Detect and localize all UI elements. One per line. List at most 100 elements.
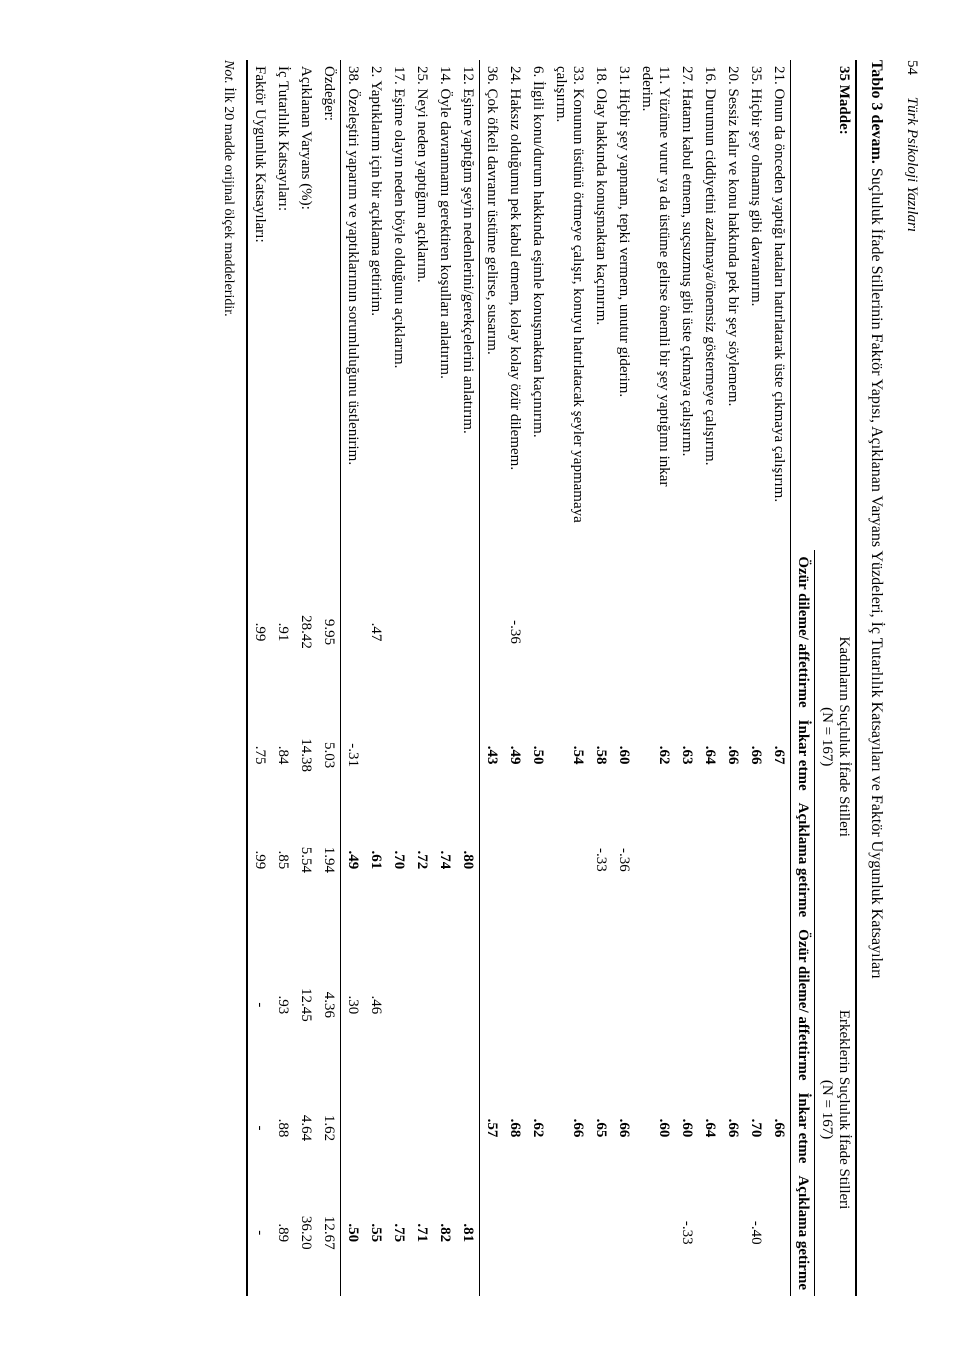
item-text: 25. Neyi neden yaptığımı açıklarım. bbox=[410, 60, 433, 550]
group-men-header: Erkeklerin Suçluluk İfade Stilleri (N = … bbox=[815, 923, 857, 1296]
col-explain-w: Açıklama getirme bbox=[791, 797, 815, 924]
cell-value bbox=[698, 923, 721, 1086]
cell-value: .49 bbox=[341, 797, 365, 924]
caption-text: Suçluluk İfade Stillerinin Faktör Yapısı… bbox=[868, 168, 885, 979]
cell-value: .80 bbox=[456, 797, 480, 924]
cell-value bbox=[433, 1086, 456, 1169]
cell-value: .70 bbox=[744, 1086, 767, 1169]
cell-value: .82 bbox=[433, 1169, 456, 1296]
cell-value bbox=[767, 797, 791, 924]
page-number: 54 bbox=[903, 60, 920, 75]
cell-value: .99 bbox=[247, 797, 271, 924]
item-text: 21. Onun da önceden yaptığı hataları hat… bbox=[767, 60, 791, 550]
cell-value bbox=[635, 797, 675, 924]
cell-value bbox=[480, 1169, 504, 1296]
cell-value: .66 bbox=[721, 1086, 744, 1169]
table-note: Not. İlk 20 madde orijinal ölçek maddele… bbox=[220, 60, 236, 1296]
cell-value: .57 bbox=[480, 1086, 504, 1169]
cell-value bbox=[526, 1169, 549, 1296]
cell-value: .75 bbox=[387, 1169, 410, 1296]
cell-value bbox=[767, 550, 791, 713]
cell-value: -.33 bbox=[675, 1169, 698, 1296]
cell-value: -.40 bbox=[744, 1169, 767, 1296]
cell-value: .84 bbox=[271, 714, 294, 797]
cell-value bbox=[387, 550, 410, 713]
cell-value bbox=[612, 923, 635, 1086]
item-text: Açıklanan Varyans (%): bbox=[294, 60, 317, 550]
cell-value bbox=[410, 1086, 433, 1169]
cell-value bbox=[387, 714, 410, 797]
item-text: 2. Yaptıklarım için bir açıklama getirir… bbox=[364, 60, 387, 550]
cell-value: .64 bbox=[698, 1086, 721, 1169]
cell-value bbox=[341, 550, 365, 713]
cell-value: .66 bbox=[767, 1086, 791, 1169]
item-text: Özdeğer: bbox=[317, 60, 341, 550]
note-text: İlk 20 madde orijinal ölçek maddeleridir… bbox=[221, 87, 236, 316]
cell-value: 1.94 bbox=[317, 797, 341, 924]
note-label: Not. bbox=[221, 60, 236, 84]
cell-value bbox=[410, 923, 433, 1086]
col-denial-w: İnkar etme bbox=[791, 714, 815, 797]
cell-value bbox=[721, 1169, 744, 1296]
cell-value bbox=[480, 923, 504, 1086]
cell-value: .49 bbox=[503, 714, 526, 797]
item-text: İç Tutarlılık Katsayıları: bbox=[271, 60, 294, 550]
cell-value bbox=[675, 550, 698, 713]
group-women-header: Kadınların Suçluluk İfade Stilleri (N = … bbox=[815, 550, 857, 923]
item-text: 11. Yüzüme vurur ya da üstüme gelirse ön… bbox=[635, 60, 675, 550]
cell-value: .74 bbox=[433, 797, 456, 924]
cell-value bbox=[364, 1086, 387, 1169]
cell-value: .60 bbox=[612, 714, 635, 797]
col-explain-m: Açıklama getirme bbox=[791, 1169, 815, 1296]
cell-value bbox=[721, 550, 744, 713]
cell-value bbox=[698, 550, 721, 713]
cell-value bbox=[364, 714, 387, 797]
col-denial-m: İnkar etme bbox=[791, 1086, 815, 1169]
cell-value bbox=[433, 550, 456, 713]
cell-value bbox=[549, 550, 589, 713]
cell-value bbox=[549, 923, 589, 1086]
cell-value bbox=[589, 923, 612, 1086]
cell-value: .71 bbox=[410, 1169, 433, 1296]
cell-value: 5.54 bbox=[294, 797, 317, 924]
cell-value bbox=[744, 550, 767, 713]
item-text: 31. Hiçbir şey yapmam, tepki vermem, unu… bbox=[612, 60, 635, 550]
cell-value: .60 bbox=[675, 1086, 698, 1169]
cell-value: .66 bbox=[744, 714, 767, 797]
item-text: 18. Olay hakkında konuşmaktan kaçınırım. bbox=[589, 60, 612, 550]
cell-value: 28.42 bbox=[294, 550, 317, 713]
col-apology-m: Özür dileme/ affettirme bbox=[791, 923, 815, 1086]
cell-value bbox=[341, 1086, 365, 1169]
cell-value: .65 bbox=[589, 1086, 612, 1169]
cell-value bbox=[721, 923, 744, 1086]
cell-value: .66 bbox=[612, 1086, 635, 1169]
cell-value: - bbox=[247, 1086, 271, 1169]
cell-value: .55 bbox=[364, 1169, 387, 1296]
cell-value bbox=[387, 1086, 410, 1169]
cell-value: .58 bbox=[589, 714, 612, 797]
cell-value bbox=[698, 797, 721, 924]
cell-value bbox=[635, 923, 675, 1086]
item-text: 36. Çok öfkeli davranır üstüme gelirse, … bbox=[480, 60, 504, 550]
cell-value: .67 bbox=[767, 714, 791, 797]
cell-value bbox=[526, 797, 549, 924]
cell-value: -.36 bbox=[612, 797, 635, 924]
cell-value: .93 bbox=[271, 923, 294, 1086]
cell-value: -.33 bbox=[589, 797, 612, 924]
cell-value: .47 bbox=[364, 550, 387, 713]
cell-value: 12.45 bbox=[294, 923, 317, 1086]
cell-value: .68 bbox=[503, 1086, 526, 1169]
cell-value: .50 bbox=[526, 714, 549, 797]
cell-value: 9.95 bbox=[317, 550, 341, 713]
cell-value bbox=[503, 923, 526, 1086]
cell-value: 4.64 bbox=[294, 1086, 317, 1169]
cell-value: .81 bbox=[456, 1169, 480, 1296]
cell-value bbox=[767, 923, 791, 1086]
cell-value: 36.20 bbox=[294, 1169, 317, 1296]
summary-block: Özdeğer:9.955.031.944.361.6212.67Açıklan… bbox=[247, 60, 341, 1296]
cell-value bbox=[721, 797, 744, 924]
cell-value: .64 bbox=[698, 714, 721, 797]
cell-value: 4.36 bbox=[317, 923, 341, 1086]
cell-value: .89 bbox=[271, 1169, 294, 1296]
cell-value bbox=[456, 923, 480, 1086]
